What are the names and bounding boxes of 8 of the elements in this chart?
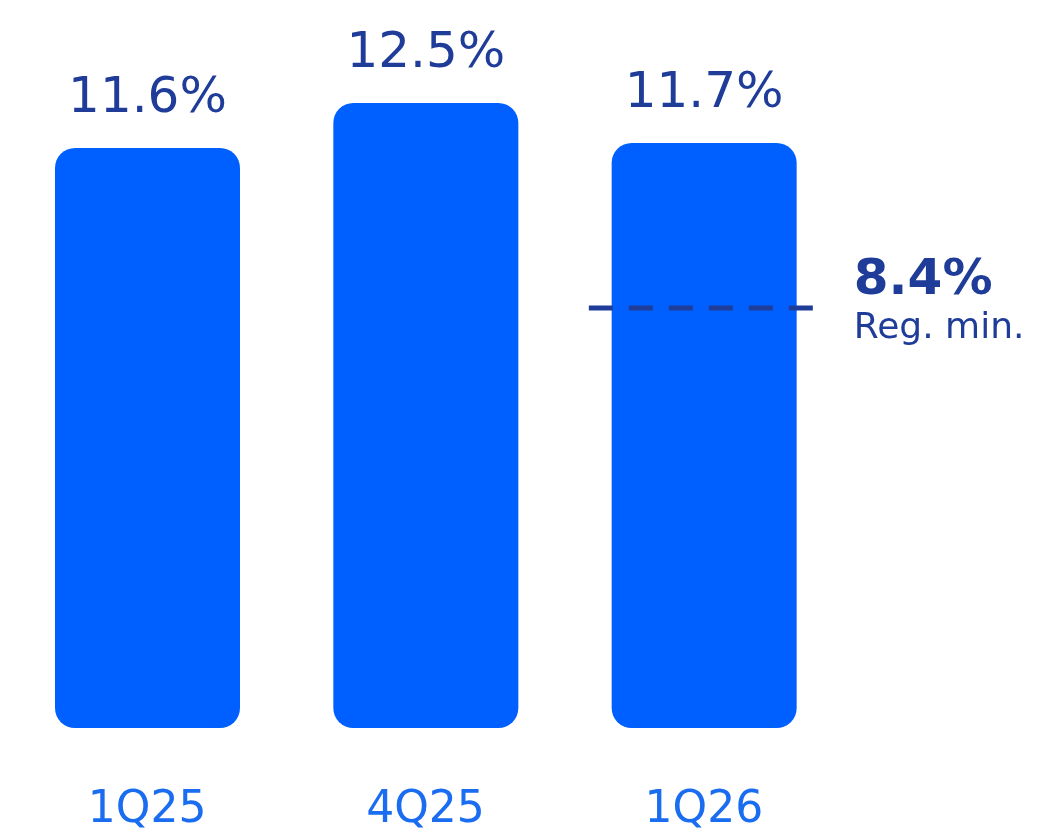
x-tick-label: 1Q26 <box>644 781 764 833</box>
data-label: 11.7% <box>624 61 784 119</box>
text: Reg. min. <box>853 305 1025 346</box>
x-tick-label: 4Q25 <box>366 781 485 833</box>
data-label: 11.6% <box>68 66 227 124</box>
data-label: 12.5% <box>346 21 506 79</box>
ref-line-label: 8.4% <box>853 248 993 306</box>
x-tick-label: 1Q25 <box>87 781 207 833</box>
